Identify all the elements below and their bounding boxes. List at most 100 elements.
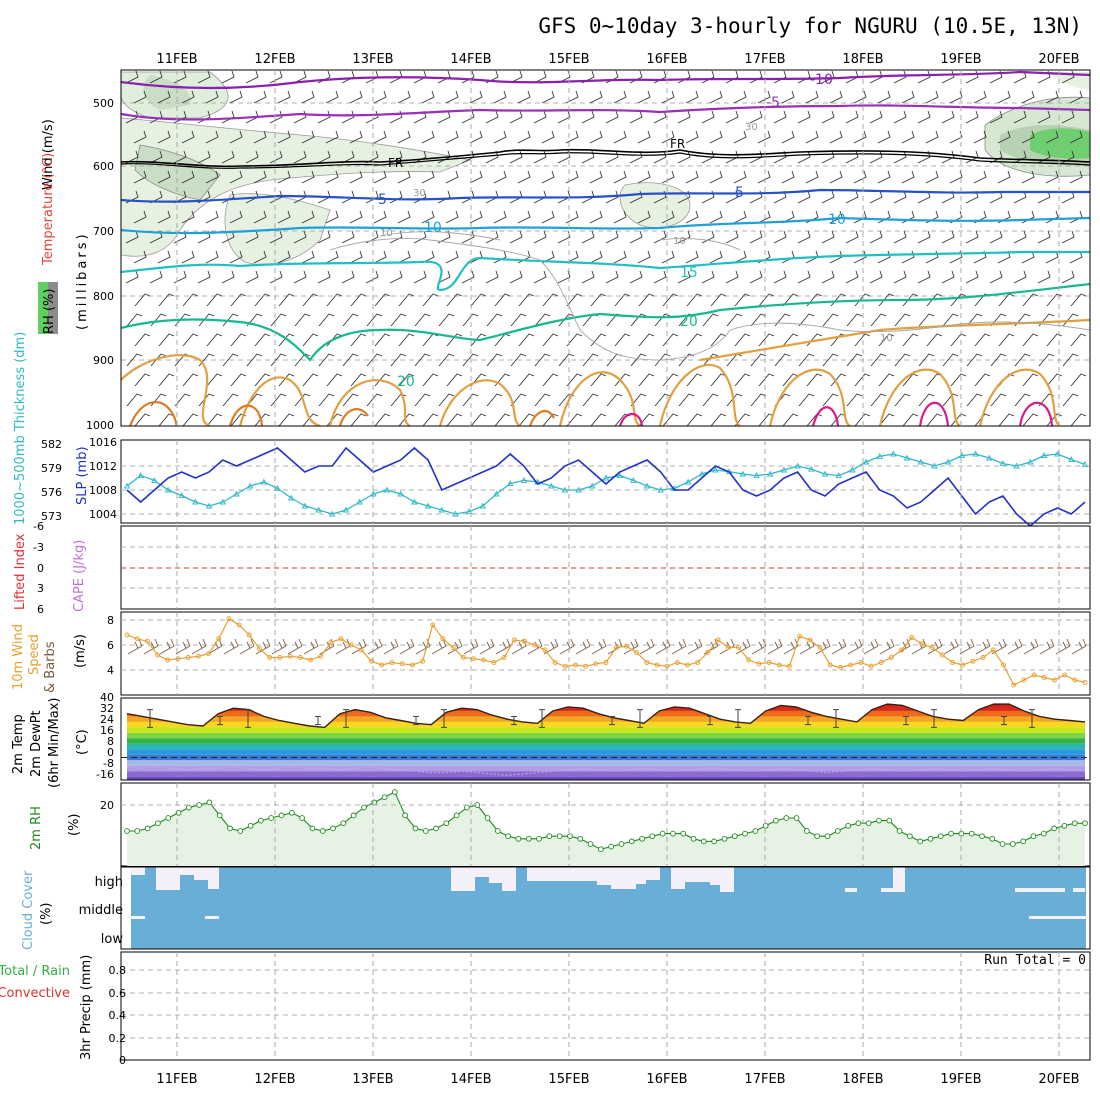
upper-wind-barb: [686, 413, 703, 426]
thickness-point: [958, 452, 966, 459]
rh-point: [134, 828, 141, 834]
upper-wind-barb: [341, 150, 355, 164]
upper-wind-barb: [846, 393, 863, 407]
minmax-bar: [903, 715, 909, 726]
thickness-point: [397, 490, 404, 497]
wind-speed-point: [226, 616, 232, 622]
cloud-level-middle: middle: [79, 903, 123, 918]
upper-wind-barb: [662, 373, 679, 387]
upper-wind-barb: [182, 413, 199, 426]
date-label-bottom: 11FEB: [156, 1072, 197, 1087]
minmax-bar: [805, 715, 811, 726]
upper-wind-barb: [757, 210, 771, 224]
thickness-point: [1081, 460, 1089, 467]
wind-speed-point: [348, 642, 354, 648]
upper-wind-barb: [1022, 373, 1039, 387]
upper-wind-barb: [462, 393, 479, 407]
thickness-point: [520, 476, 528, 483]
upper-wind-barb: [182, 373, 199, 387]
wind-speed-point: [1041, 675, 1047, 680]
upper-wind-barb: [278, 373, 295, 387]
rh-point: [309, 825, 316, 832]
upper-wind-barb: [605, 150, 619, 164]
rh-point: [876, 817, 882, 824]
upper-wind-barb: [221, 110, 235, 124]
upper-wind-barb: [1062, 393, 1079, 407]
upper-wind-barb: [365, 190, 379, 204]
upper-wind-barb: [245, 150, 259, 164]
upper-wind-barb: [270, 313, 287, 327]
upper-wind-barb: [997, 90, 1011, 104]
upper-wind-barb: [822, 353, 839, 367]
upper-wind-barb: [150, 353, 167, 367]
rh-point: [639, 835, 645, 842]
upper-wind-barb: [373, 170, 387, 184]
upper-wind-barb: [149, 150, 163, 164]
wind-speed-point: [909, 635, 915, 640]
upper-wind-barb: [254, 293, 271, 307]
upper-wind-barb: [853, 210, 867, 224]
upper-wind-barb: [701, 230, 715, 244]
rh-tick: 20: [100, 799, 114, 812]
upper-wind-barb: [229, 90, 243, 104]
upper-wind-barb: [702, 313, 719, 327]
upper-wind-barb: [893, 230, 907, 244]
upper-wind-barb: [925, 130, 939, 144]
upper-wind-barb: [782, 333, 799, 347]
upper-wind-barb: [349, 250, 363, 264]
rh-point: [927, 835, 934, 842]
upper-wind-barb: [445, 130, 459, 144]
upper-wind-barb: [877, 130, 891, 144]
rh-point: [937, 833, 944, 840]
upper-wind-barb: [845, 230, 859, 244]
upper-wind-barb: [293, 270, 307, 284]
upper-wind-barb: [942, 393, 959, 407]
precip-tick: 0.4: [109, 1009, 127, 1022]
contour-label: -10: [810, 72, 833, 88]
wind-speed-point: [1031, 672, 1037, 678]
upper-wind-barb: [638, 373, 655, 387]
chart-title: GFS 0~10day 3-hourly for NGURU (10.5E, 1…: [538, 14, 1082, 38]
upper-wind-barb: [421, 210, 435, 224]
upper-wind-barb: [893, 270, 907, 284]
rh-point: [1051, 825, 1057, 832]
li-tick: 0: [37, 562, 44, 575]
thickness-point: [1013, 462, 1020, 469]
upper-wind-barb: [253, 170, 267, 184]
upper-wind-barb: [797, 110, 811, 124]
precip-panel: 0.8 0.6 0.4 0.2 0 Run Total = 0 Total / …: [0, 951, 1091, 1067]
upper-wind-barb: [590, 293, 607, 307]
upper-wind-barb: [253, 130, 267, 144]
upper-wind-barb: [221, 150, 235, 164]
upper-wind-barb: [677, 110, 691, 124]
upper-wind-barb: [1045, 170, 1059, 184]
rh-point: [330, 825, 336, 832]
wind-speed-point: [369, 658, 375, 664]
upper-wind-barb: [965, 270, 979, 284]
upper-wind-barb: [997, 130, 1011, 144]
upper-wind-barb: [613, 170, 627, 184]
upper-wind-barb: [709, 250, 723, 264]
upper-wind-barb: [1038, 353, 1055, 367]
upper-wind-barb: [733, 210, 747, 224]
rh-point: [793, 815, 800, 821]
wind-barb: [223, 638, 239, 655]
upper-wind-barb: [173, 150, 187, 164]
upper-wind-barb: [469, 250, 483, 264]
thickness-point: [233, 490, 240, 497]
upper-wind-barb: [181, 170, 195, 184]
upper-wind-barb: [269, 110, 283, 124]
upper-wind-barb: [821, 190, 835, 204]
upper-wind-barb: [614, 293, 631, 307]
upper-wind-barb: [750, 313, 767, 327]
rh-point: [783, 815, 790, 821]
wind-speed-point: [725, 645, 731, 650]
upper-wind-barb: [222, 353, 239, 367]
upper-wind-barb: [782, 293, 799, 307]
thickness-tick: 582: [41, 438, 62, 451]
upper-wind-barb: [413, 150, 427, 164]
upper-wind-barb: [1021, 130, 1035, 144]
day-gridlines: [176, 70, 1060, 1060]
upper-wind-barb: [397, 250, 411, 264]
upper-wind-barb: [653, 150, 667, 164]
